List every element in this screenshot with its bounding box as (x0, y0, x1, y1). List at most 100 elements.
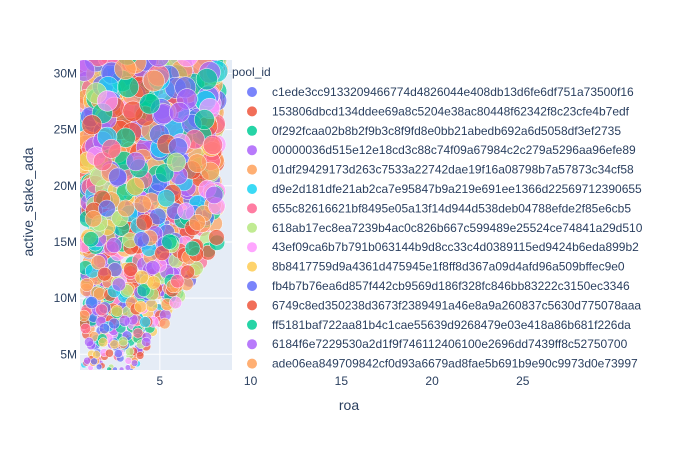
legend-item[interactable]: 00000036d515e12e18cd3c88c74f09a67984c2c2… (247, 143, 636, 157)
data-point (84, 337, 95, 347)
data-point (92, 350, 101, 359)
legend-marker (247, 261, 257, 272)
data-point (83, 356, 92, 365)
y-tick-label: 30M (54, 66, 77, 80)
y-tick-label: 10M (54, 291, 77, 305)
data-point (111, 277, 126, 292)
legend-item[interactable]: c1ede3cc9133209466774d4826044e408db13d6f… (247, 85, 634, 99)
legend-item[interactable]: fb4b7b76ea6d857f442cb9569d186f328fc846bb… (247, 279, 630, 293)
data-point (118, 315, 131, 327)
data-point (139, 93, 161, 115)
y-tick-label: 5M (60, 347, 77, 361)
legend-item[interactable]: d9e2d181dfe21ab2ca7e95847b9a219e691ee136… (247, 182, 642, 196)
data-point (132, 327, 144, 339)
y-axis-title: active_stake_ada (20, 147, 36, 256)
data-point (84, 210, 102, 228)
legend-label: 6184f6e7229530a2d1f9f746112406100e2696dd… (272, 337, 628, 351)
data-point (148, 60, 170, 68)
data-point (85, 296, 99, 309)
data-point (169, 296, 183, 310)
data-point (95, 363, 103, 370)
legend-marker (247, 87, 257, 97)
data-point (81, 114, 103, 136)
data-point (135, 351, 145, 360)
x-tick-label: 5 (157, 374, 164, 388)
data-point (202, 134, 223, 155)
data-point (82, 231, 100, 248)
data-point (125, 347, 135, 357)
data-point (135, 213, 153, 231)
data-point (90, 254, 106, 271)
data-point (80, 309, 90, 322)
data-point (110, 304, 124, 317)
legend-marker (247, 242, 257, 253)
data-point (118, 336, 129, 347)
data-point (161, 233, 178, 250)
legend-label: 618ab17ec8ea7239b4ac0c826b667c599489e255… (272, 221, 643, 235)
legend-item[interactable]: 0f292fcaa02b8b2f9b3c8f9fd8e0bb21abedb692… (247, 124, 621, 138)
data-point (123, 262, 138, 277)
axis-ticks: 5 10 15 20 25 5M 10M 15M 20M 25M 30M (54, 66, 530, 388)
data-point (90, 357, 98, 366)
data-point (154, 245, 170, 261)
data-point (177, 202, 195, 220)
data-point (134, 300, 147, 313)
data-point (118, 366, 125, 370)
legend-item[interactable]: ff5181baf722aa81b4c1cae55639d9268479e03e… (247, 318, 631, 332)
data-point (108, 167, 128, 187)
data-point (142, 69, 165, 92)
legend-marker (247, 281, 257, 291)
data-point (133, 231, 150, 248)
legend-marker (247, 358, 257, 369)
legend-item[interactable]: ade06ea849709842cf0d93a6679ad8fae5b691b9… (247, 357, 638, 371)
data-point (146, 275, 161, 290)
legend-item[interactable]: 6749c8ed350238d3673f2389491a46e8a9a26083… (247, 298, 641, 312)
data-point (124, 364, 131, 370)
legend-item[interactable]: 153806dbcd134ddee69a8c5204e38ac80448f623… (247, 104, 630, 118)
legend-label: c1ede3cc9133209466774d4826044e408db13d6f… (272, 85, 634, 99)
y-tick-label: 20M (54, 179, 77, 193)
legend-marker (247, 319, 257, 330)
data-point (95, 303, 108, 317)
legend-label: 6749c8ed350238d3673f2389491a46e8a9a26083… (272, 298, 641, 312)
data-point (98, 322, 110, 334)
legend-item[interactable]: 01df29429173d263c7533a22742dae19f16a0879… (247, 163, 634, 177)
legend-item[interactable]: 618ab17ec8ea7239b4ac0c826b667c599489e255… (247, 221, 643, 235)
data-point (180, 264, 195, 280)
legend-label: 8b8417759d9a4361d475945e1f8ff8d367a09d4a… (272, 260, 625, 274)
legend-item[interactable]: 43ef09ca6b7b791b063144b9d8cc33c4d0389115… (247, 240, 639, 254)
legend-item[interactable]: 6184f6e7229530a2d1f9f746112406100e2696dd… (247, 337, 628, 351)
data-points (80, 60, 229, 370)
legend-label: 655c82616621bf8495e05a13f14d944d538deb04… (272, 201, 631, 215)
data-point (80, 60, 96, 82)
legend-items: c1ede3cc9133209466774d4826044e408db13d6f… (247, 85, 643, 371)
data-point (187, 153, 207, 173)
x-axis-title: roa (339, 397, 359, 413)
legend-label: ff5181baf722aa81b4c1cae55639d9268479e03e… (272, 318, 631, 332)
data-point (117, 76, 139, 98)
data-point (124, 357, 133, 365)
legend-label: 0f292fcaa02b8b2f9b3c8f9fd8e0bb21abedb692… (272, 124, 621, 138)
data-point (106, 237, 123, 254)
data-point (98, 337, 109, 348)
data-point (208, 229, 225, 246)
legend-marker (247, 184, 257, 194)
legend-item[interactable]: 8b8417759d9a4361d475945e1f8ff8d367a09d4a… (247, 260, 625, 274)
data-point (106, 366, 112, 370)
data-point (114, 60, 137, 80)
x-tick-label: 10 (244, 374, 258, 388)
data-point (194, 109, 215, 130)
legend-label: d9e2d181dfe21ab2ca7e95847b9a219e691ee136… (272, 182, 642, 196)
x-tick-label: 15 (335, 374, 349, 388)
data-point (98, 199, 116, 218)
legend-label: ade06ea849709842cf0d93a6679ad8fae5b691b9… (272, 357, 638, 371)
legend-marker (247, 203, 257, 214)
data-point (109, 339, 120, 350)
data-point (170, 274, 185, 289)
data-point (195, 68, 218, 91)
data-point (168, 101, 190, 123)
legend-title: pool_id (232, 65, 271, 79)
data-point (117, 199, 135, 218)
legend-item[interactable]: 655c82616621bf8495e05a13f14d944d538deb04… (247, 201, 631, 215)
